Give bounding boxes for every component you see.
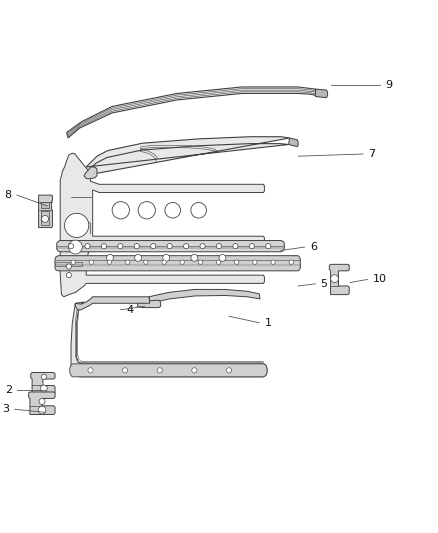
Circle shape [198,260,202,264]
Circle shape [41,374,46,379]
Text: 9: 9 [385,80,393,90]
Circle shape [253,260,257,264]
Circle shape [138,201,155,219]
Polygon shape [55,256,300,271]
Polygon shape [149,289,260,303]
Polygon shape [60,153,265,297]
Text: 4: 4 [126,305,133,315]
Circle shape [101,244,106,249]
Text: 3: 3 [3,404,10,414]
Circle shape [68,244,74,249]
Polygon shape [137,300,161,308]
Polygon shape [41,203,49,208]
Polygon shape [55,262,82,265]
Circle shape [151,244,156,249]
Polygon shape [41,211,49,225]
Polygon shape [57,240,284,252]
Circle shape [66,272,71,278]
Circle shape [106,254,113,261]
Circle shape [144,260,148,264]
Polygon shape [84,167,97,179]
Circle shape [38,406,46,414]
Circle shape [191,203,206,218]
Circle shape [123,368,128,373]
Circle shape [134,244,139,249]
Circle shape [71,260,75,264]
Circle shape [219,254,226,261]
Polygon shape [315,89,328,98]
Text: 5: 5 [321,279,328,289]
Text: 10: 10 [373,274,387,285]
Circle shape [118,244,123,249]
Circle shape [88,368,93,373]
Text: 6: 6 [310,242,317,252]
Text: 8: 8 [5,190,12,200]
Circle shape [126,260,130,264]
Circle shape [163,254,170,261]
Polygon shape [39,195,53,228]
Text: 1: 1 [265,318,272,328]
Polygon shape [75,297,150,310]
Circle shape [233,244,238,249]
Text: 7: 7 [368,149,375,159]
Text: 2: 2 [5,385,12,395]
Circle shape [200,244,205,249]
Circle shape [134,254,141,261]
Circle shape [39,399,45,405]
Polygon shape [71,302,267,377]
Polygon shape [67,87,324,138]
Polygon shape [28,392,55,415]
Circle shape [180,260,184,264]
Circle shape [89,260,94,264]
Circle shape [165,203,180,218]
Polygon shape [84,136,290,176]
Polygon shape [70,364,267,377]
Circle shape [68,240,82,254]
Circle shape [216,244,222,249]
Circle shape [42,215,49,222]
Circle shape [40,385,47,392]
Circle shape [184,244,189,249]
Circle shape [157,368,162,373]
Circle shape [216,260,221,264]
Circle shape [235,260,239,264]
Circle shape [112,201,130,219]
Circle shape [191,254,198,261]
Circle shape [192,368,197,373]
Circle shape [162,260,166,264]
Circle shape [167,244,172,249]
Circle shape [64,213,89,238]
Circle shape [66,264,71,269]
Circle shape [85,244,90,249]
Circle shape [271,260,275,264]
Circle shape [331,274,339,282]
Polygon shape [31,373,55,394]
Polygon shape [329,264,349,295]
Circle shape [226,368,232,373]
Circle shape [289,260,293,264]
Polygon shape [332,272,337,284]
Circle shape [266,244,271,249]
Circle shape [107,260,112,264]
Circle shape [249,244,254,249]
Polygon shape [289,138,298,147]
